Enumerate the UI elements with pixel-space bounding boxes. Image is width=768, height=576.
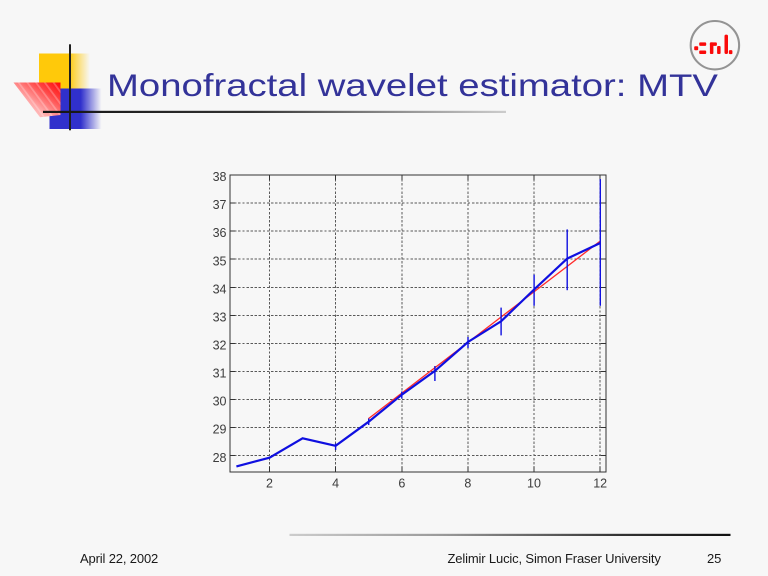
svg-text:4: 4 <box>332 477 339 491</box>
svg-text:34: 34 <box>213 282 227 296</box>
svg-text:28: 28 <box>213 451 227 465</box>
svg-text:8: 8 <box>464 477 471 491</box>
svg-text:33: 33 <box>213 310 227 324</box>
svg-text:6: 6 <box>398 477 405 491</box>
svg-text:2: 2 <box>266 477 273 491</box>
svg-text:37: 37 <box>213 198 227 212</box>
svg-text:29: 29 <box>213 423 227 437</box>
svg-text:10: 10 <box>527 477 541 491</box>
svg-text:30: 30 <box>213 395 227 409</box>
svg-text:35: 35 <box>213 254 227 268</box>
svg-text:32: 32 <box>213 339 227 353</box>
svg-text:36: 36 <box>213 226 227 240</box>
svg-text:38: 38 <box>213 170 227 184</box>
svg-text:31: 31 <box>213 367 227 381</box>
svg-text:12: 12 <box>593 477 607 491</box>
